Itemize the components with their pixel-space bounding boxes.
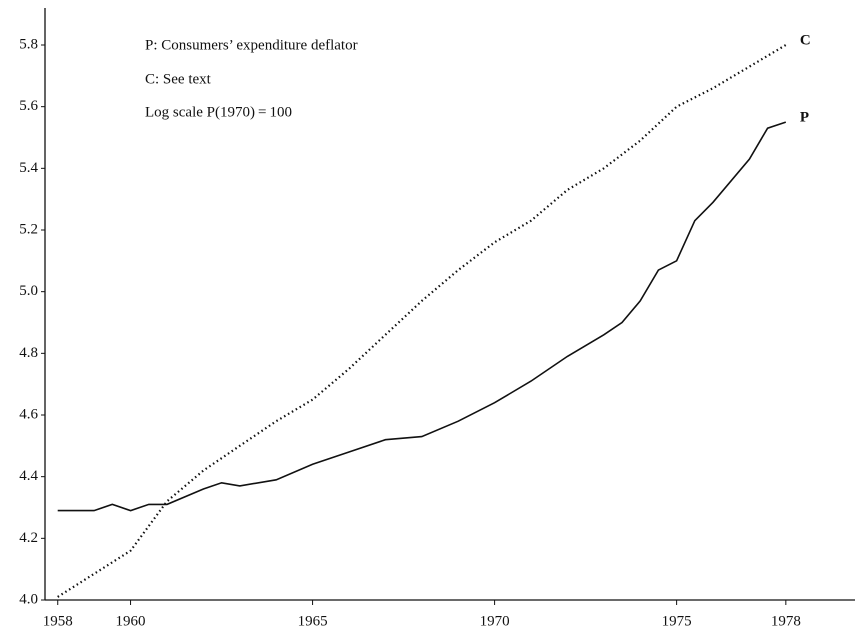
- y-tick-label: 5.0: [19, 283, 38, 299]
- x-tick-label: 1975: [662, 613, 692, 629]
- x-tick-label: 1960: [116, 613, 146, 629]
- x-tick-label: 1970: [480, 613, 510, 629]
- x-tick-label: 1958: [43, 613, 73, 629]
- x-tick-label: 1978: [771, 613, 801, 629]
- y-tick-label: 5.8: [19, 36, 38, 52]
- annotation: Log scale P(1970) = 100: [145, 104, 292, 120]
- series-line: [57, 44, 787, 598]
- y-tick-label: 4.2: [19, 530, 38, 546]
- y-tick-label: 5.4: [19, 160, 38, 176]
- y-tick-label: 5.6: [19, 98, 38, 114]
- y-tick-label: 4.0: [19, 591, 38, 607]
- annotation: C: See text: [145, 71, 212, 87]
- x-tick-label: 1965: [298, 613, 328, 629]
- y-tick-label: 4.4: [19, 468, 38, 484]
- series-label: C: [800, 32, 811, 48]
- series-label: P: [800, 110, 809, 126]
- y-tick-label: 4.6: [19, 406, 38, 422]
- y-tick-label: 4.8: [19, 345, 38, 361]
- series-line: [57, 121, 787, 512]
- y-tick-label: 5.2: [19, 221, 38, 237]
- annotation: P: Consumers’ expenditure deflator: [145, 37, 358, 53]
